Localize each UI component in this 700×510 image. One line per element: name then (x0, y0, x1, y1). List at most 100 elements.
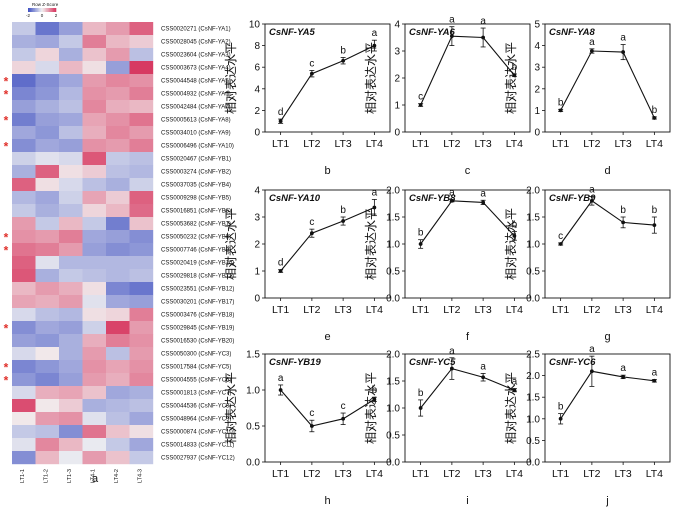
heatmap-cell (129, 243, 154, 257)
heatmap-panel: Row Z-Score a -2 0 2 CSS0020271 (CsNF-YA1) C… (4, 2, 235, 485)
line-chart-c: 0 1 2 3 4 LT1 LT2 LT3 LT4 相对表达水平 CsNF-YA6 c a a b c (364, 15, 531, 177)
plot-frame (264, 23, 391, 133)
heatmap-cell (12, 74, 36, 88)
heatmap-cell (129, 165, 154, 179)
y-tick-label: 1 (254, 267, 260, 278)
data-point (372, 205, 377, 210)
heatmap-cell (82, 48, 107, 62)
heatmap-cell (106, 425, 130, 439)
heatmap-row-label: CSS0050232 (CsNF-YB8) (161, 235, 231, 241)
significance-letter: c (341, 401, 346, 412)
y-tick-label: 3 (394, 47, 400, 58)
heatmap-cell (59, 113, 83, 127)
heatmap-cell (82, 87, 107, 101)
chart-title: CsNF-YB19 (269, 357, 321, 368)
heatmap-cell (35, 295, 60, 309)
heatmap-cell (35, 165, 60, 179)
chart-title: CsNF-YC5 (409, 357, 456, 368)
legend-tick-label: 0 (41, 13, 44, 18)
data-point (558, 108, 563, 113)
heatmap-cell (35, 308, 60, 322)
heatmap-cell (129, 412, 154, 426)
heatmap-cell (82, 451, 107, 465)
heatmap-cell (106, 269, 130, 283)
heatmap-cell (35, 425, 60, 439)
heatmap-cell (59, 334, 83, 348)
significance-star: * (4, 88, 9, 102)
x-tick-label: LT4 (506, 304, 523, 316)
heatmap-cell (35, 74, 60, 88)
panel-letter-g: g (604, 331, 610, 343)
legend-color-step (28, 8, 30, 12)
heatmap-cell (106, 347, 130, 361)
significance-letter: a (589, 184, 595, 195)
data-point (449, 34, 454, 39)
heatmap-cell (129, 308, 154, 322)
heatmap-column-label: LT4-2 (114, 469, 120, 483)
heatmap-cell (12, 113, 36, 127)
heatmap-cell (12, 438, 36, 452)
heatmap-cell (82, 191, 107, 205)
legend-color-step (50, 8, 53, 12)
heatmap-cell (106, 360, 130, 374)
y-axis-label: 相对表达水平 (504, 208, 518, 280)
significance-letter: a (449, 15, 455, 26)
legend-color-step (53, 8, 55, 12)
panel-letter-h: h (324, 495, 330, 507)
x-tick-label: LT4 (506, 138, 523, 150)
heatmap-cell (82, 74, 107, 88)
heatmap-cell (12, 373, 36, 387)
heatmap-row-label: CSS0037035 (CsNF-YB4) (161, 183, 231, 189)
panel-letter-f: f (466, 331, 470, 343)
series-line (420, 200, 515, 245)
series-line (560, 200, 655, 245)
heatmap-cell (35, 191, 60, 205)
heatmap-cell (35, 438, 60, 452)
heatmap-cell (59, 282, 83, 296)
heatmap-cell (12, 256, 36, 270)
heatmap-cell (59, 308, 83, 322)
heatmap-cell (35, 126, 60, 140)
significance-star: * (4, 114, 9, 128)
heatmap-row-label: CSS0029845 (CsNF-YB19) (161, 326, 234, 332)
significance-letter: a (480, 188, 486, 199)
heatmap-cell (59, 178, 83, 192)
y-tick-label: 2 (254, 106, 260, 117)
significance-letter: a (620, 363, 626, 374)
legend-color-step (54, 8, 57, 12)
x-tick-label: LT2 (443, 138, 460, 150)
heatmap-cell (12, 386, 36, 400)
x-tick-label: LT2 (443, 468, 460, 480)
y-tick-label: 1.0 (386, 404, 400, 415)
y-axis-label: 相对表达水平 (364, 372, 378, 444)
heatmap-cell (35, 35, 60, 49)
significance-letter: a (589, 37, 595, 48)
heatmap-row-label: CSS0053682 (CsNF-YB7) (161, 222, 231, 228)
heatmap-cell (82, 126, 107, 140)
significance-letter: c (309, 408, 314, 419)
heatmap-row-label: CSS0044536 (CsNF-YC8) (161, 404, 231, 410)
heatmap-cell (129, 256, 154, 270)
y-tick-label: 0.5 (526, 436, 540, 447)
legend-color-step (43, 8, 46, 12)
data-point (418, 242, 423, 246)
legend-color-step (29, 8, 32, 12)
heatmap-cell (129, 22, 154, 36)
heatmap-cell (12, 87, 36, 101)
heatmap-cell (12, 178, 36, 192)
data-point (418, 406, 423, 410)
heatmap-cell (12, 399, 36, 413)
heatmap-cell (35, 256, 60, 270)
x-tick-label: LT3 (334, 138, 351, 150)
significance-letter: a (449, 188, 455, 199)
heatmap-cell (35, 347, 60, 361)
legend-color-step (42, 8, 44, 12)
heatmap-cell (12, 282, 36, 296)
x-tick-label: LT2 (303, 304, 320, 316)
heatmap-cell (106, 48, 130, 62)
legend-color-step (39, 8, 41, 12)
plot-frame (544, 23, 671, 133)
heatmap-cell (106, 191, 130, 205)
data-point (652, 116, 657, 120)
data-point (341, 219, 346, 223)
